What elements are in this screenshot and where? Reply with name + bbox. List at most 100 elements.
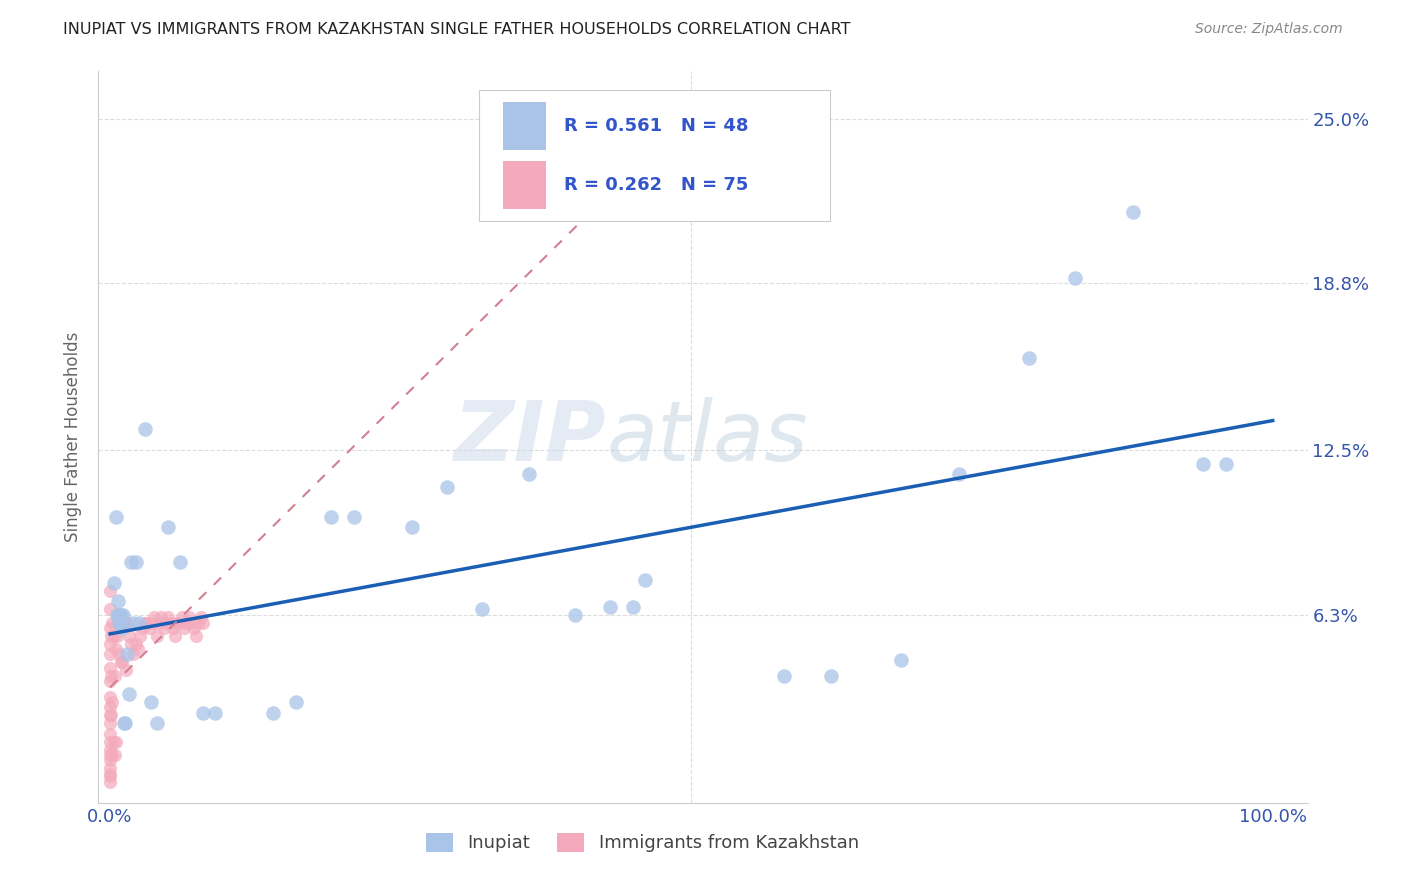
Point (98, 637, 121, 651)
Point (169, 615, 191, 630)
Point (948, 467, 970, 482)
Point (131, 621, 153, 635)
Point (150, 610, 173, 624)
Point (166, 615, 188, 630)
Text: atlas: atlas (606, 397, 808, 477)
Point (172, 610, 194, 624)
Point (343, 509, 366, 524)
Legend: Inupiat, Immigrants from Kazakhstan: Inupiat, Immigrants from Kazakhstan (419, 826, 866, 860)
Point (162, 621, 184, 635)
Point (107, 594, 129, 608)
Point (98, 660, 121, 674)
Point (98, 727, 121, 741)
Point (98, 769, 121, 783)
Point (204, 706, 226, 720)
Point (98, 748, 121, 763)
Point (122, 648, 145, 662)
Point (108, 607, 131, 622)
Point (114, 615, 136, 630)
Point (157, 610, 180, 624)
Point (103, 629, 125, 643)
Point (120, 555, 142, 569)
Text: ZIP: ZIP (454, 397, 606, 477)
Point (159, 615, 181, 630)
Point (100, 708, 122, 723)
Point (1215, 457, 1237, 471)
Point (104, 509, 127, 524)
Point (190, 610, 212, 624)
Point (169, 555, 191, 569)
Point (111, 656, 134, 670)
Point (128, 615, 150, 630)
Text: Source: ZipAtlas.com: Source: ZipAtlas.com (1195, 22, 1343, 37)
Point (157, 520, 180, 534)
Y-axis label: Single Father Households: Single Father Households (65, 332, 83, 542)
Point (285, 695, 308, 709)
Point (145, 629, 167, 643)
Point (890, 653, 912, 667)
Point (134, 615, 156, 630)
Point (120, 637, 142, 651)
Point (122, 615, 145, 630)
Point (101, 695, 124, 709)
Point (100, 668, 122, 682)
Point (98, 743, 121, 757)
Point (104, 668, 127, 682)
Bar (503, 103, 546, 150)
Point (110, 607, 132, 622)
Point (100, 629, 122, 643)
Point (101, 748, 124, 763)
Point (262, 706, 284, 720)
FancyBboxPatch shape (479, 90, 830, 221)
Point (111, 621, 134, 635)
Point (110, 656, 132, 670)
Point (179, 610, 201, 624)
Point (173, 621, 195, 635)
Point (1064, 271, 1087, 285)
Point (98, 766, 121, 780)
Point (127, 642, 149, 657)
Point (187, 615, 209, 630)
Point (1122, 204, 1144, 219)
Point (104, 642, 127, 657)
Point (319, 509, 342, 524)
Point (111, 615, 134, 630)
Point (98, 621, 121, 635)
Point (98, 690, 121, 704)
Point (184, 629, 207, 643)
Point (124, 637, 146, 651)
Point (517, 467, 540, 482)
Point (118, 629, 141, 643)
Point (110, 615, 132, 630)
Point (471, 602, 494, 616)
Point (108, 648, 131, 662)
Point (136, 615, 159, 630)
Point (98, 716, 121, 731)
Point (401, 520, 423, 534)
Point (621, 599, 644, 614)
Point (107, 607, 129, 622)
Point (98, 700, 121, 714)
Point (634, 573, 657, 587)
Point (98, 583, 121, 598)
Point (165, 629, 187, 643)
Point (111, 607, 134, 622)
Point (103, 575, 125, 590)
Point (107, 615, 129, 630)
Point (1192, 457, 1215, 471)
Point (564, 607, 586, 622)
Point (101, 615, 124, 630)
Point (152, 621, 174, 635)
Point (104, 748, 127, 763)
Point (143, 610, 166, 624)
Point (134, 422, 156, 436)
Point (773, 668, 796, 682)
Point (138, 621, 160, 635)
Point (191, 615, 214, 630)
Point (112, 716, 135, 731)
Point (1018, 351, 1040, 365)
Point (98, 648, 121, 662)
Point (191, 706, 214, 720)
Point (105, 629, 128, 643)
Text: R = 0.262   N = 75: R = 0.262 N = 75 (564, 176, 748, 194)
